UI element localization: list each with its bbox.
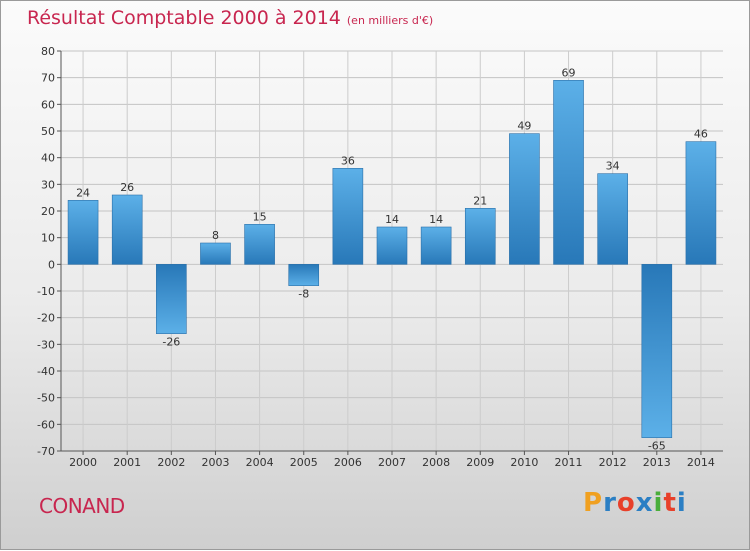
- y-tick-label: -10: [37, 285, 55, 298]
- x-tick-label: 2013: [643, 456, 671, 469]
- y-tick-label: -50: [37, 392, 55, 405]
- data-label: 8: [212, 229, 219, 242]
- x-tick-label: 2010: [510, 456, 538, 469]
- logo-letter: r: [603, 488, 617, 518]
- bar: [376, 226, 408, 265]
- data-label: 46: [694, 128, 708, 141]
- data-label: 26: [120, 181, 134, 194]
- data-label: 14: [385, 213, 399, 226]
- x-tick-label: 2002: [157, 456, 185, 469]
- chart-title-text: Résultat Comptable 2000 à 2014: [27, 7, 341, 29]
- bar: [244, 224, 275, 265]
- bar: [288, 264, 320, 286]
- bar: [685, 141, 717, 265]
- data-label: -26: [162, 336, 180, 349]
- data-label: -8: [298, 288, 309, 301]
- bar: [332, 168, 364, 265]
- y-tick-label: 40: [41, 152, 55, 165]
- y-tick-label: 60: [41, 98, 55, 111]
- logo-letter: P: [583, 488, 604, 518]
- y-tick-label: -70: [37, 445, 55, 458]
- y-tick-label: 20: [41, 205, 55, 218]
- y-tick-label: 0: [48, 258, 55, 271]
- x-tick-label: 2001: [113, 456, 141, 469]
- data-label: 36: [341, 154, 355, 167]
- y-tick-label: -30: [37, 338, 55, 351]
- x-tick-label: 2005: [290, 456, 318, 469]
- x-tick-label: 2011: [555, 456, 583, 469]
- bar: [67, 200, 99, 265]
- chart-title: Résultat Comptable 2000 à 2014 (en millie…: [27, 7, 433, 29]
- commune-name: CONAND: [39, 494, 125, 518]
- data-label: -65: [648, 440, 666, 453]
- x-tick-label: 2006: [334, 456, 362, 469]
- data-label: 21: [473, 194, 487, 207]
- logo-letter: i: [653, 488, 664, 518]
- x-tick-label: 2000: [69, 456, 97, 469]
- bar: [464, 208, 496, 265]
- bar: [553, 80, 584, 265]
- logo-letter: t: [663, 488, 677, 518]
- data-label: 14: [429, 213, 443, 226]
- y-tick-label: 80: [41, 45, 55, 58]
- bar: [597, 173, 628, 265]
- data-label: 24: [76, 186, 90, 199]
- bar: [509, 133, 540, 265]
- x-tick-label: 2007: [378, 456, 406, 469]
- logo-letter: i: [676, 488, 687, 518]
- y-tick-label: -40: [37, 365, 55, 378]
- data-label: 49: [517, 120, 531, 133]
- chart-unit: (en milliers d'€): [346, 14, 434, 27]
- logo-letter: x: [635, 488, 654, 518]
- x-tick-label: 2014: [687, 456, 715, 469]
- x-tick-label: 2008: [422, 456, 450, 469]
- x-tick-label: 2003: [201, 456, 229, 469]
- y-tick-label: 70: [41, 72, 55, 85]
- x-tick-label: 2009: [466, 456, 494, 469]
- y-tick-label: 10: [41, 232, 55, 245]
- data-label: 69: [562, 66, 576, 79]
- y-tick-label: 30: [41, 178, 55, 191]
- bar: [200, 242, 231, 265]
- y-tick-label: 50: [41, 125, 55, 138]
- data-label: 15: [253, 210, 267, 223]
- logo-letter: o: [616, 488, 636, 518]
- data-label: 34: [606, 160, 620, 173]
- bar: [641, 264, 673, 438]
- y-tick-label: -60: [37, 418, 55, 431]
- bar: [111, 194, 143, 265]
- proxiti-logo: Proxiti: [583, 488, 687, 518]
- x-tick-label: 2004: [246, 456, 274, 469]
- bar: [156, 264, 187, 334]
- x-tick-label: 2012: [599, 456, 627, 469]
- y-tick-label: -20: [37, 312, 55, 325]
- bar: [420, 226, 452, 265]
